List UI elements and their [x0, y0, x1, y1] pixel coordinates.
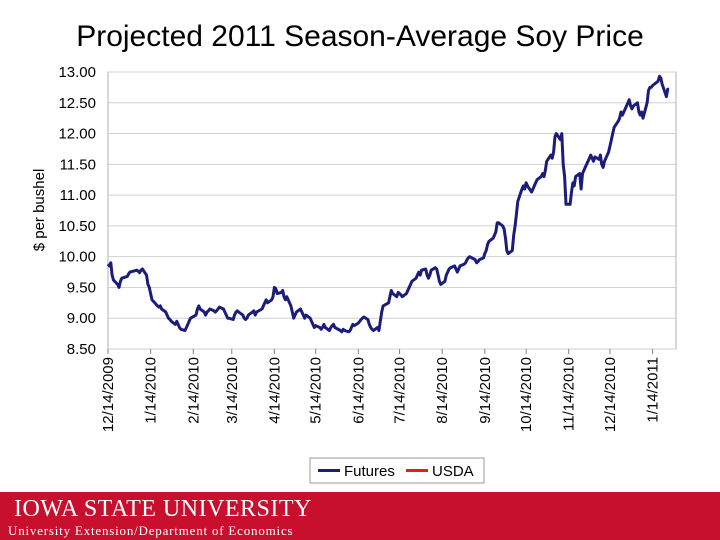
university-footer: IOWA STATE UNIVERSITY University Extensi… [0, 492, 720, 540]
x-axis-ticks: 12/14/2009 1/14/2010 2/14/2010 3/14/2010 4/1… [100, 349, 662, 432]
x-tick-label: 2/14/2010 [185, 357, 202, 424]
y-axis-label: $ per bushel [31, 169, 48, 252]
y-tick-label: 12.00 [58, 126, 96, 143]
y-tick-label: 12.50 [58, 95, 96, 112]
x-tick-label: 5/14/2010 [308, 357, 325, 424]
plot-area [107, 71, 677, 350]
x-tick-label: 9/14/2010 [477, 357, 494, 424]
y-axis-ticks: 13.00 12.50 12.00 11.50 11.00 10.50 10.00 9.50 9… [58, 64, 96, 358]
legend-label-usda: USDA [432, 463, 474, 480]
y-tick-label: 10.00 [58, 249, 96, 266]
series-lines [106, 74, 670, 334]
x-tick-label: 10/14/2010 [518, 357, 535, 432]
y-tick-label: 9.00 [67, 310, 96, 327]
legend: Futures USDA [309, 457, 485, 484]
x-tick-label: 1/14/2011 [645, 357, 662, 423]
y-tick-label: 13.00 [58, 64, 96, 81]
x-tick-label: 6/14/2010 [350, 357, 367, 424]
y-tick-label: 9.50 [67, 279, 96, 296]
x-tick-label: 12/14/2009 [100, 357, 117, 432]
y-tick-label: 11.50 [60, 156, 96, 173]
series-line-futures [106, 74, 670, 334]
x-tick-label: 4/14/2010 [266, 357, 283, 424]
x-tick-label: 7/14/2010 [392, 357, 409, 424]
y-tick-label: 11.00 [60, 187, 96, 204]
x-tick-label: 11/14/2010 [561, 357, 578, 431]
x-tick-label: 12/14/2010 [602, 357, 619, 432]
chart-title: Projected 2011 Season-Average Soy Price [76, 20, 644, 53]
x-tick-label: 3/14/2010 [224, 357, 241, 424]
y-tick-label: 10.50 [58, 218, 96, 235]
department-text: University Extension/Department of Econo… [8, 523, 294, 538]
x-tick-label: 1/14/2010 [143, 357, 160, 424]
university-logo: IOWA STATE UNIVERSITY [14, 496, 312, 522]
y-tick-label: 8.50 [67, 341, 96, 358]
x-tick-label: 8/14/2010 [434, 357, 451, 424]
legend-label-futures: Futures [344, 463, 395, 480]
gridlines [108, 71, 676, 350]
price-chart: 13.00 12.50 12.00 11.50 11.00 10.50 10.00 9.50 9… [31, 64, 677, 484]
